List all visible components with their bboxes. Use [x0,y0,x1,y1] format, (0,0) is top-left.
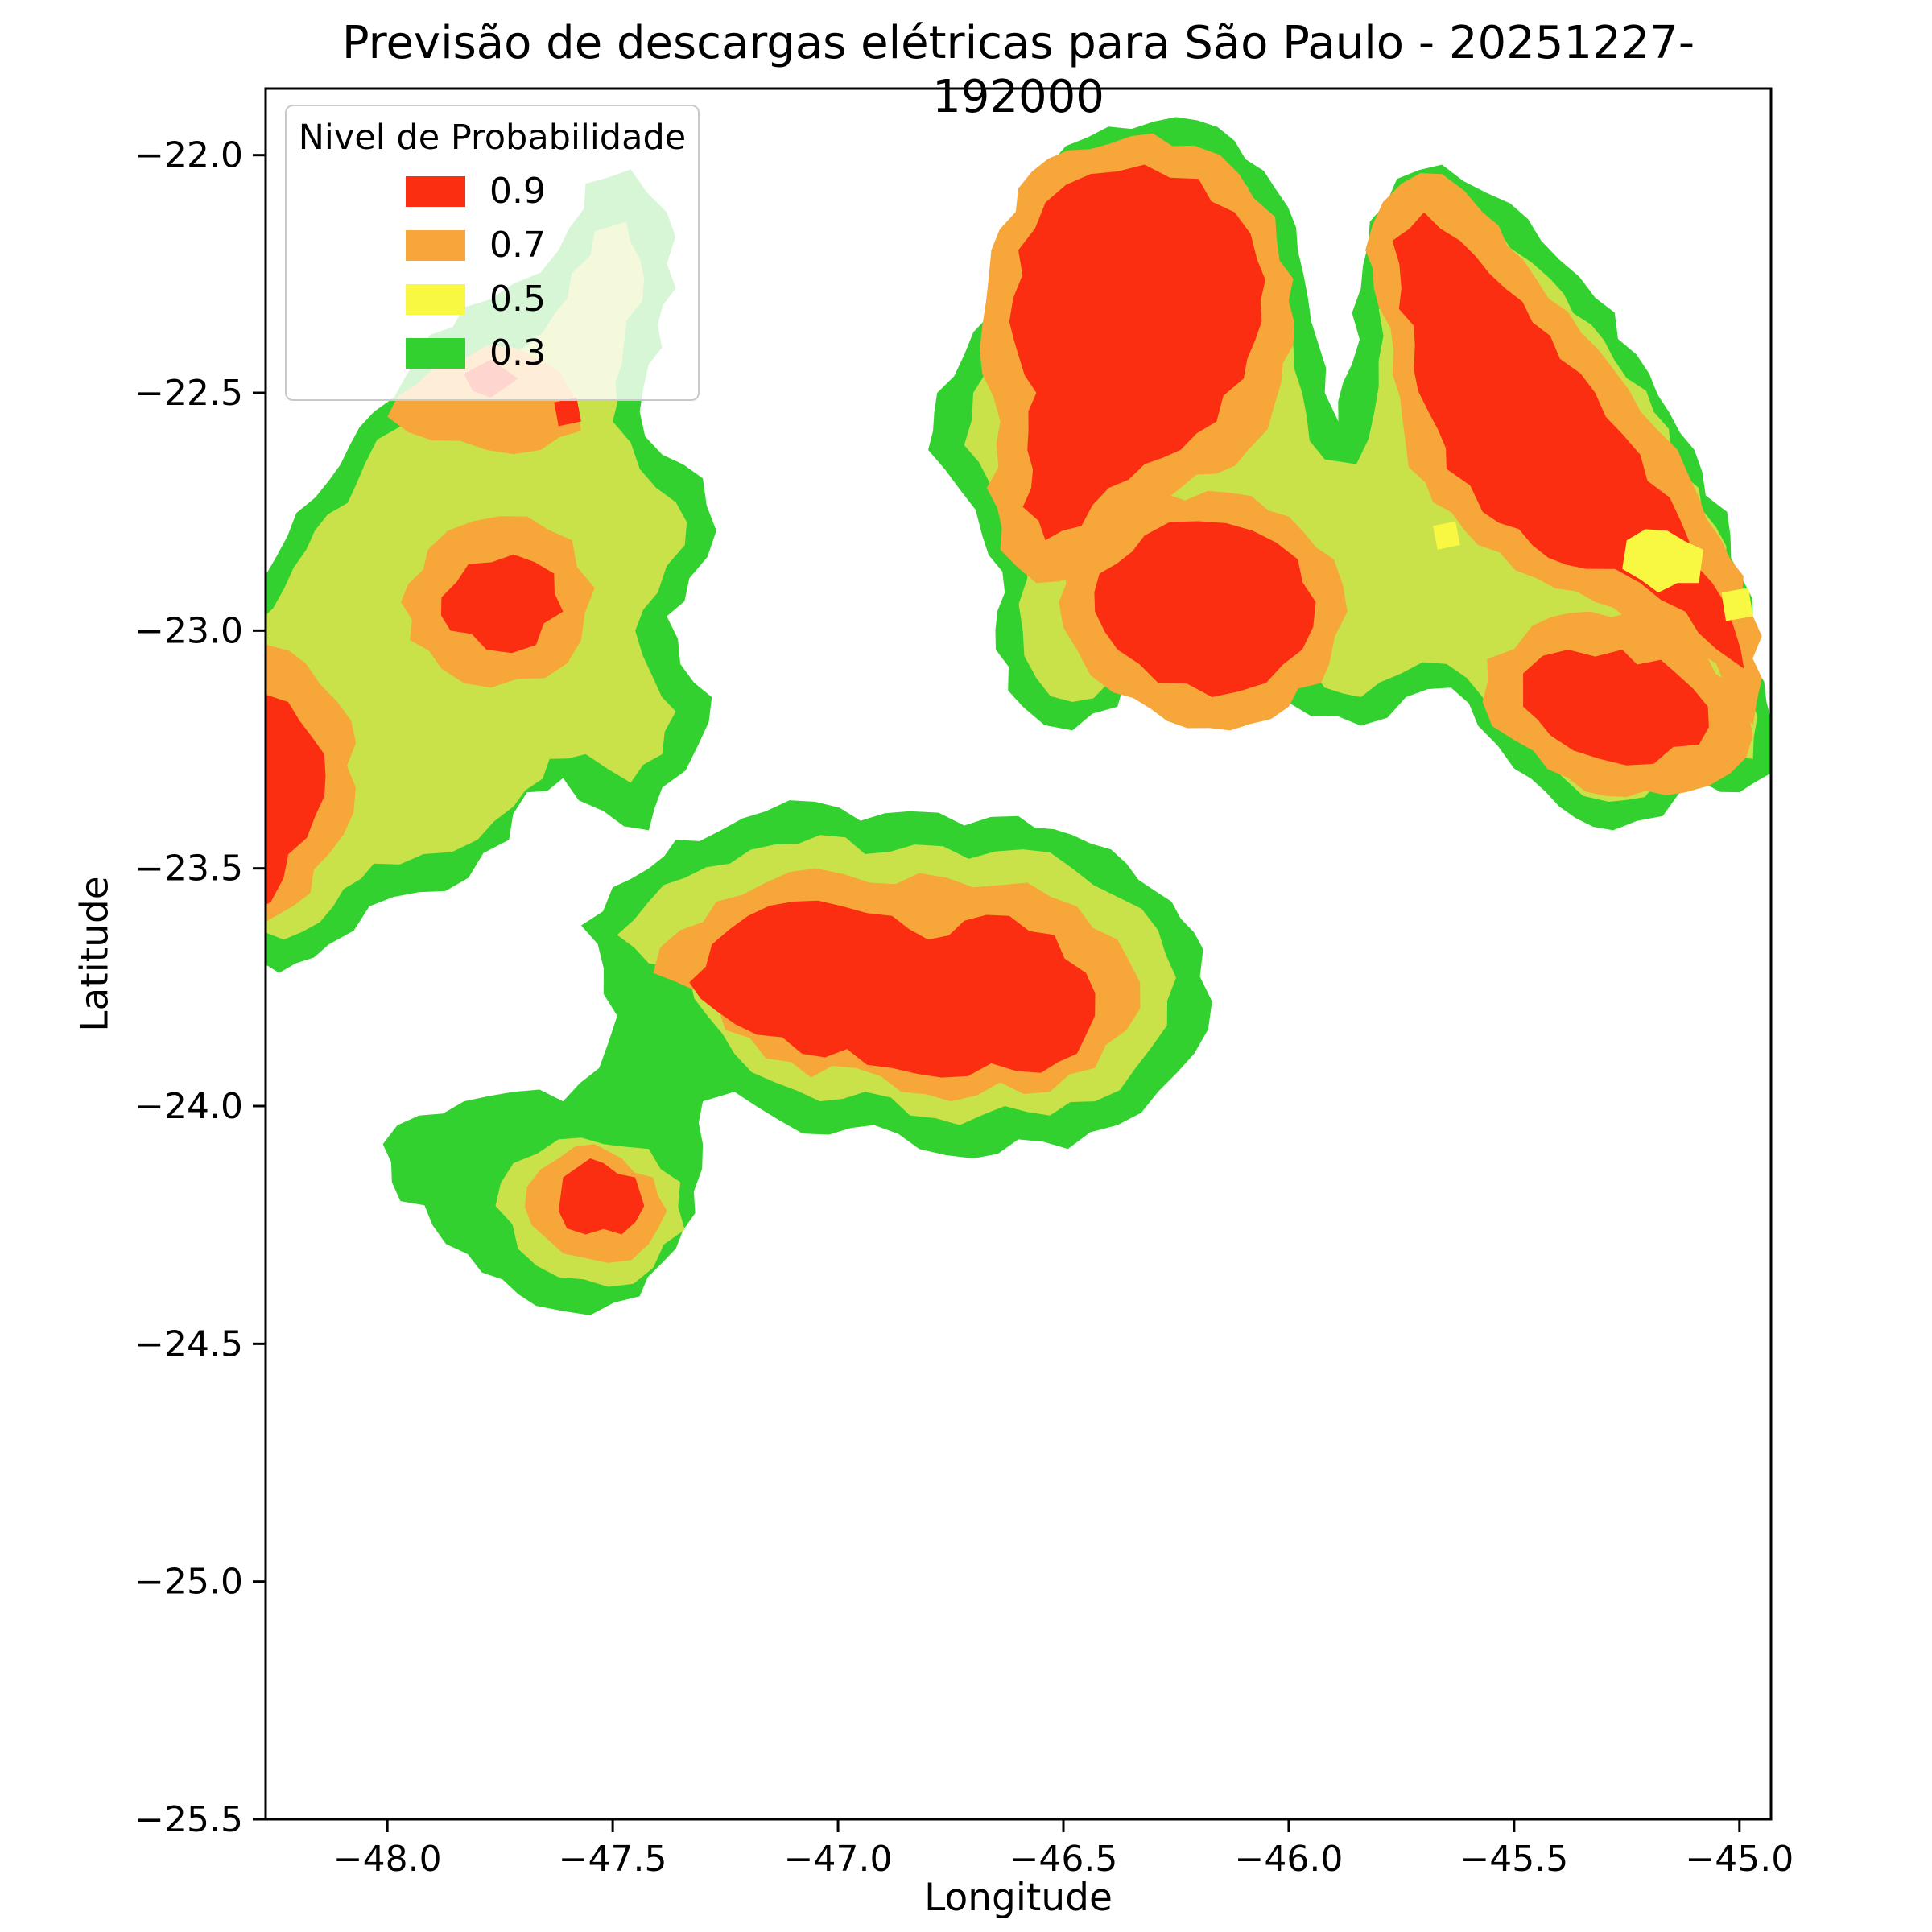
axes-frame [264,87,1773,1821]
legend-entry-label: 0.3 [489,332,546,374]
legend-swatch [406,229,465,261]
x-axis-label: Longitude [924,1876,1113,1920]
legend-swatch [406,175,465,207]
legend-entry: 0.7 [406,225,688,266]
region-nw-red-west [266,694,326,906]
legend: Nivel de Probabilidade 0.9 0.7 0.5 0.3 [285,105,700,401]
region-ne-yellow-spot-a [1622,529,1703,593]
y-tick-label: −24.0 [134,1086,243,1127]
y-axis-label: Latitude [72,876,118,1032]
y-tick-label: −24.5 [134,1323,243,1364]
x-tick-label: −45.0 [1685,1839,1794,1880]
region-ne-red-southeast [1523,650,1709,766]
y-tick-label: −23.5 [134,848,243,890]
region-ne-red-northwest [1009,164,1265,541]
legend-entry: 0.3 [406,332,688,374]
region-nw-red-north-b [554,397,581,427]
legend-entry-label: 0.5 [489,279,546,320]
y-tick-label: −25.5 [134,1799,243,1840]
y-tick-label: −22.5 [134,373,243,414]
contour-plot: −48.0 −47.5 −47.0 −46.5 −46.0 −45.5 −45.0 −22.0… [134,87,1794,1880]
contour-regions [266,117,1771,1315]
region-ne-red-south [1094,521,1316,697]
x-tick-label: −48.0 [333,1839,442,1880]
x-tick-label: −47.5 [559,1839,667,1880]
x-tick-label: −45.5 [1459,1839,1568,1880]
legend-entry: 0.9 [406,171,688,212]
region-south-red-west [558,1158,645,1235]
y-tick-label: −22.0 [134,135,243,176]
plot-area: −48.0 −47.5 −47.0 −46.5 −46.0 −45.5 −45.0 −22.0… [134,87,1794,1880]
chart-title: Previsão de descargas elétricas para São… [341,17,1695,124]
legend-title: Nivel de Probabilidade [298,118,687,158]
region-nw-red-center [440,554,564,654]
region-ne-yellow-spot-b [1721,588,1753,621]
y-tick-label: −23.0 [134,610,243,651]
y-tick-label: −25.0 [134,1562,243,1603]
x-tick-label: −47.0 [784,1839,893,1880]
region-south-red-main [689,900,1096,1078]
x-tick-label: −46.5 [1009,1839,1118,1880]
legend-swatch [406,337,465,369]
region-ne-yellow-spot-c [1433,521,1460,550]
legend-entry-label: 0.7 [489,225,546,266]
x-tick-label: −46.0 [1235,1839,1344,1880]
legend-entry: 0.5 [406,279,688,320]
legend-swatch [406,283,465,315]
legend-entry-label: 0.9 [489,171,546,212]
legend-entries: 0.9 0.7 0.5 0.3 [296,171,688,374]
